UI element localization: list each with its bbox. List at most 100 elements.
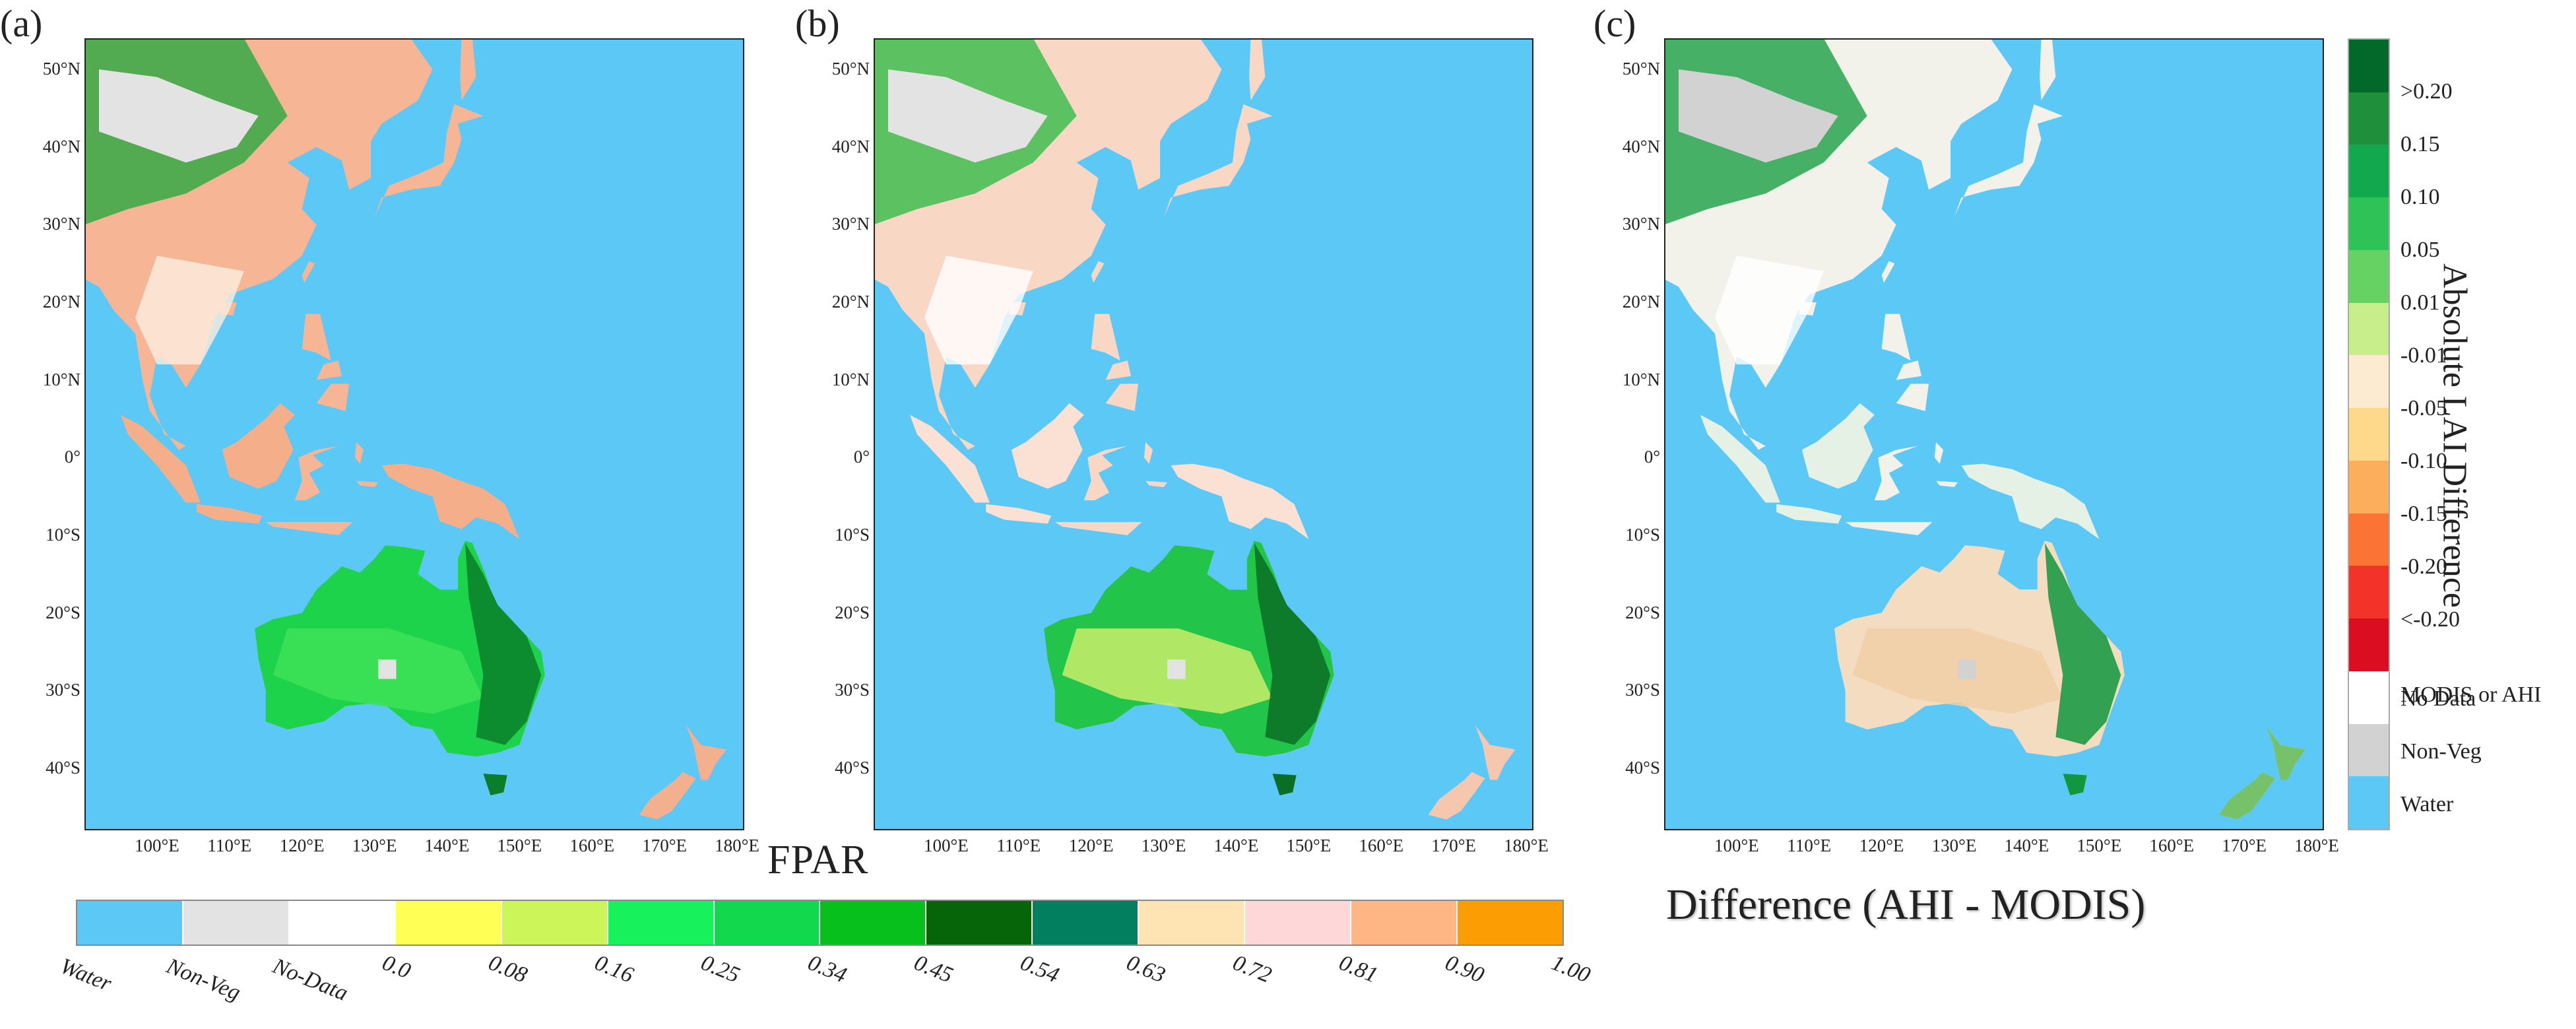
fpar-tick-label: 0.81 xyxy=(1335,950,1382,988)
difference-tick-label: <-0.20 xyxy=(2400,607,2460,632)
lat-label: 10°N xyxy=(1622,369,1660,389)
lon-label: 130°E xyxy=(1931,836,1977,855)
difference-swatch xyxy=(2349,92,2389,145)
lat-label: 40°S xyxy=(1625,757,1660,778)
lat-label: 40°N xyxy=(1622,136,1660,156)
difference-tick-label: 0.15 xyxy=(2400,132,2440,156)
fpar-swatch xyxy=(926,901,1033,945)
fpar-tick-label: 0.63 xyxy=(1122,950,1169,988)
fpar-tick-label: 0.90 xyxy=(1442,950,1488,988)
fpar-swatch xyxy=(1139,901,1246,945)
lat-label: 20°S xyxy=(1625,602,1660,622)
lon-label: 140°E xyxy=(2004,836,2049,855)
lon-label: 150°E xyxy=(2077,836,2122,855)
lat-label: 20°S xyxy=(835,602,870,622)
lon-label: 110°E xyxy=(996,836,1041,855)
lat-label: 50°N xyxy=(1622,59,1660,79)
lon-label: 130°E xyxy=(352,836,397,855)
lon-label: 170°E xyxy=(1431,836,1476,855)
lon-label: 130°E xyxy=(1141,836,1186,855)
lat-label: 40°S xyxy=(46,757,80,778)
difference-title: Difference (AHI - MODIS) xyxy=(1666,880,2146,929)
difference-tick-label: MODIS or AHI xyxy=(2400,682,2542,707)
lat-label: 10°S xyxy=(835,524,870,545)
fpar-tick-label: 0.45 xyxy=(910,950,956,988)
difference-swatch xyxy=(2349,618,2389,671)
difference-tick-label: -0.01 xyxy=(2400,343,2447,368)
lon-label: 100°E xyxy=(923,836,969,855)
fpar-swatch xyxy=(1457,901,1562,945)
lon-label: 110°E xyxy=(207,836,252,855)
lat-label: 50°N xyxy=(831,59,870,79)
lat-label: 30°S xyxy=(1625,680,1660,700)
lon-label: 160°E xyxy=(2149,836,2195,855)
fpar-swatch xyxy=(608,901,715,945)
fpar-swatch xyxy=(1033,901,1140,945)
lat-label: 0° xyxy=(1644,447,1660,467)
lat-label: 30°N xyxy=(831,214,870,234)
fpar-swatch xyxy=(1351,901,1458,945)
fpar-tick-label: 1.00 xyxy=(1548,950,1594,988)
lat-label: 20°N xyxy=(42,292,80,312)
lat-label: 50°N xyxy=(42,59,80,79)
lat-label: 10°N xyxy=(831,369,870,389)
difference-swatch xyxy=(2349,145,2389,198)
fpar-tick-label: 0.0 xyxy=(379,950,414,984)
difference-tick-label: 0.05 xyxy=(2400,238,2440,262)
map-panel-c xyxy=(1664,38,2324,830)
difference-tick-label: Water xyxy=(2400,792,2454,816)
lat-label: 10°N xyxy=(42,369,80,389)
difference-swatch xyxy=(2349,40,2389,92)
lat-label: 10°S xyxy=(46,524,80,545)
difference-tick-label: 0.10 xyxy=(2400,185,2440,209)
difference-swatch xyxy=(2349,302,2389,356)
lon-label: 170°E xyxy=(2222,836,2267,855)
difference-swatch xyxy=(2349,513,2389,566)
fpar-swatch xyxy=(395,901,502,945)
difference-swatch xyxy=(2349,566,2389,619)
lat-label: 40°N xyxy=(831,136,870,156)
panel-label-b: (b) xyxy=(795,2,840,45)
fpar-swatch xyxy=(289,901,396,945)
lon-label: 140°E xyxy=(1213,836,1259,855)
lat-label: 10°S xyxy=(1625,524,1660,545)
difference-swatch xyxy=(2349,671,2389,724)
fpar-tick-label: 0.16 xyxy=(591,950,637,988)
difference-tick-label: -0.05 xyxy=(2400,396,2447,420)
fpar-swatch xyxy=(77,901,183,945)
lon-label: 160°E xyxy=(1359,836,1404,855)
fpar-tick-label: No-Data xyxy=(269,954,352,1006)
lat-label: 0° xyxy=(64,447,80,467)
difference-tick-label: No Data xyxy=(2400,686,2476,711)
panel-label-a: (a) xyxy=(0,2,43,45)
lat-label: 40°S xyxy=(835,757,870,778)
lon-label: 150°E xyxy=(497,836,542,855)
difference-swatch xyxy=(2349,723,2389,777)
lat-label: 0° xyxy=(853,447,870,467)
lon-label: 170°E xyxy=(642,836,687,855)
fpar-swatch xyxy=(1245,901,1352,945)
lat-label: 30°S xyxy=(835,680,870,700)
lon-label: 160°E xyxy=(569,836,615,855)
fpar-tick-label: 0.25 xyxy=(697,950,744,988)
lon-label: 120°E xyxy=(1859,836,1904,855)
map-panel-b xyxy=(874,38,1533,830)
lat-label: 30°S xyxy=(46,680,80,700)
lon-label: 120°E xyxy=(279,836,325,855)
lon-label: 180°E xyxy=(715,836,759,855)
fpar-swatch xyxy=(714,901,821,945)
difference-swatch xyxy=(2349,197,2389,250)
lon-label: 120°E xyxy=(1068,836,1114,855)
difference-tick-label: -0.10 xyxy=(2400,449,2447,473)
lat-label: 30°N xyxy=(1622,214,1660,234)
lon-label: 180°E xyxy=(2294,836,2339,855)
difference-swatch xyxy=(2349,249,2389,303)
lat-label: 40°N xyxy=(42,136,80,156)
fpar-tick-label: 0.08 xyxy=(485,950,531,988)
fpar-swatch xyxy=(183,901,290,945)
lon-label: 150°E xyxy=(1286,836,1332,855)
fpar-colorbar xyxy=(76,900,1564,946)
lon-label: 100°E xyxy=(134,836,179,855)
lon-label: 100°E xyxy=(1714,836,1759,855)
difference-axis-label: Absolute LAI Difference xyxy=(2435,263,2474,608)
